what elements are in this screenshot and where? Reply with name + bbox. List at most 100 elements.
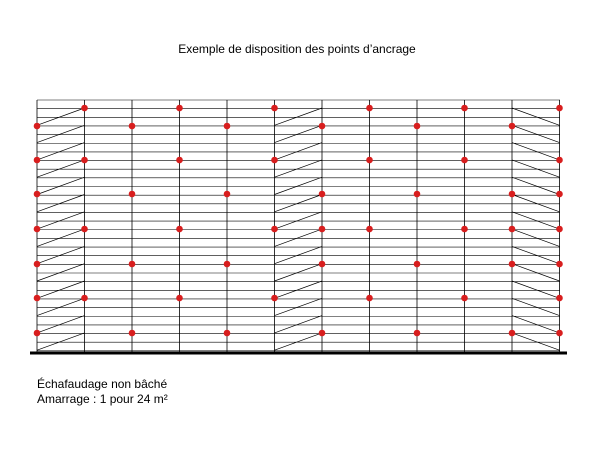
- anchor-point: [461, 104, 468, 112]
- anchor-point: [508, 225, 516, 233]
- brace: [511, 124, 560, 143]
- anchor-point: [128, 190, 136, 198]
- anchor-point: [33, 156, 41, 164]
- brace: [274, 263, 323, 282]
- anchor-point: [366, 225, 373, 233]
- anchor-point: [33, 329, 41, 337]
- anchor-point: [461, 225, 468, 233]
- brace: [511, 194, 560, 213]
- anchor-point: [223, 329, 231, 337]
- anchor-point: [556, 260, 563, 268]
- brace: [274, 332, 323, 351]
- brace: [36, 211, 85, 230]
- brace: [511, 176, 560, 195]
- anchor-point: [271, 225, 278, 233]
- anchor-point: [366, 104, 373, 112]
- brace: [274, 194, 323, 213]
- anchor-point: [366, 294, 373, 302]
- anchor-point: [318, 122, 326, 130]
- anchor-point: [223, 122, 231, 130]
- brace: [511, 107, 560, 126]
- anchor-point: [556, 190, 563, 198]
- anchor-point: [461, 156, 468, 164]
- anchor-point: [508, 329, 516, 337]
- brace: [274, 159, 323, 178]
- brace: [274, 107, 323, 126]
- anchor-point: [176, 294, 183, 302]
- anchor-point: [413, 329, 421, 337]
- title: Exemple de disposition des points d’ancr…: [178, 42, 416, 56]
- brace: [36, 246, 85, 265]
- brace: [274, 211, 323, 230]
- brace: [274, 315, 323, 334]
- anchor-point: [33, 122, 41, 130]
- anchor-point: [318, 225, 326, 233]
- brace: [36, 315, 85, 334]
- brace: [36, 228, 85, 247]
- anchor-points: [33, 104, 563, 337]
- anchor-point: [508, 122, 516, 130]
- brace: [274, 280, 323, 299]
- anchor-point: [81, 225, 88, 233]
- anchor-point: [413, 190, 421, 198]
- anchor-point: [508, 260, 516, 268]
- brace: [511, 246, 560, 265]
- brace: [511, 280, 560, 299]
- anchor-point: [33, 190, 41, 198]
- anchor-point: [33, 260, 41, 268]
- scaffold: [36, 99, 560, 352]
- anchor-point: [413, 122, 421, 130]
- brace: [36, 263, 85, 282]
- anchor-point: [413, 260, 421, 268]
- anchor-point: [271, 156, 278, 164]
- anchor-point: [176, 225, 183, 233]
- brace: [511, 211, 560, 230]
- anchor-point: [81, 294, 88, 302]
- anchor-point: [318, 260, 326, 268]
- anchor-point: [176, 104, 183, 112]
- anchor-point: [81, 104, 88, 112]
- anchor-point: [223, 190, 231, 198]
- brace: [274, 176, 323, 195]
- brace: [36, 124, 85, 143]
- anchor-point: [556, 225, 563, 233]
- brace: [36, 332, 85, 351]
- brace: [511, 263, 560, 282]
- brace: [511, 315, 560, 334]
- caption-line: Échafaudage non bâché: [37, 376, 167, 391]
- brace: [511, 297, 560, 316]
- anchor-point: [271, 104, 278, 112]
- anchor-point: [556, 294, 563, 302]
- brace: [274, 142, 323, 161]
- anchor-point: [81, 156, 88, 164]
- brace: [36, 142, 85, 161]
- anchor-point: [556, 104, 563, 112]
- caption-line: Amarrage : 1 pour 24 m²: [37, 392, 168, 406]
- brace: [274, 297, 323, 316]
- anchor-point: [508, 190, 516, 198]
- brace: [36, 159, 85, 178]
- brace: [36, 280, 85, 299]
- brace: [36, 107, 85, 126]
- brace: [36, 176, 85, 195]
- anchor-point: [33, 225, 41, 233]
- brace: [36, 297, 85, 316]
- brace: [511, 332, 560, 351]
- anchor-point: [461, 294, 468, 302]
- anchor-point: [318, 190, 326, 198]
- brace: [511, 142, 560, 161]
- brace: [511, 159, 560, 178]
- brace: [274, 124, 323, 143]
- anchor-point: [128, 329, 136, 337]
- anchor-point: [176, 156, 183, 164]
- anchor-point: [556, 156, 563, 164]
- anchor-point: [33, 294, 41, 302]
- anchor-point: [366, 156, 373, 164]
- brace: [511, 228, 560, 247]
- anchor-point: [271, 294, 278, 302]
- anchor-point: [318, 329, 326, 337]
- anchor-point: [128, 260, 136, 268]
- brace: [274, 246, 323, 265]
